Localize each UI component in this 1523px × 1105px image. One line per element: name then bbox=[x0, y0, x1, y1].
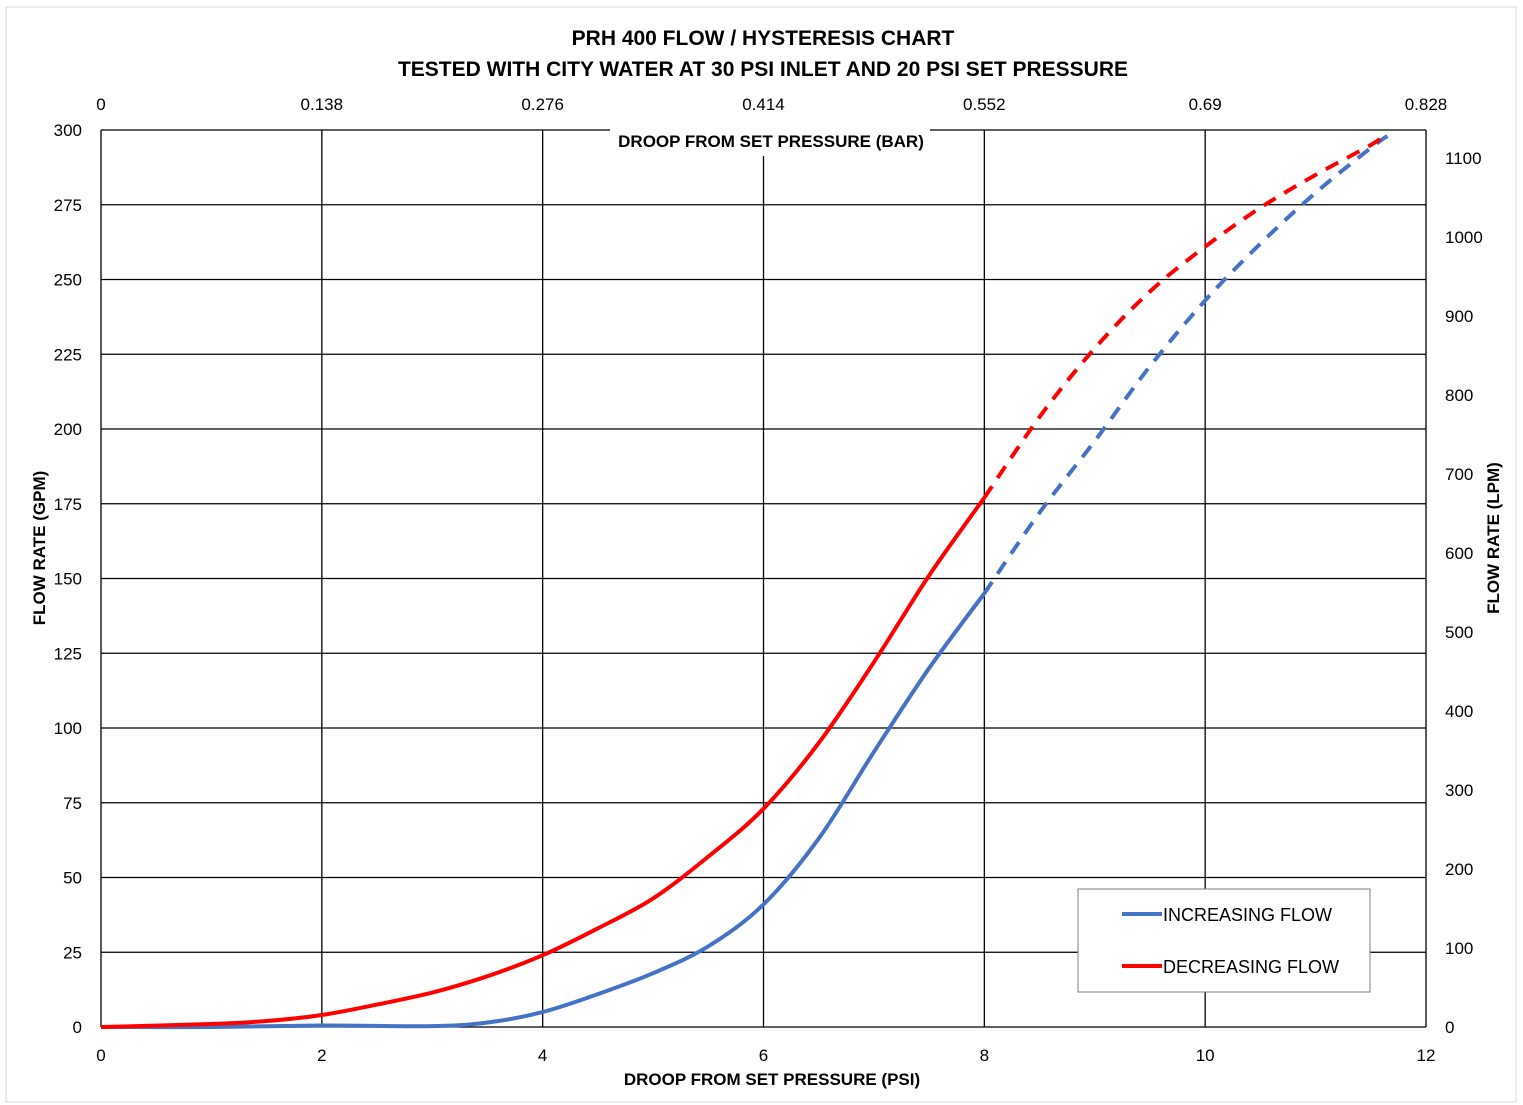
legend-label-increasing-flow: INCREASING FLOW bbox=[1163, 905, 1332, 925]
chart-title: PRH 400 FLOW / HYSTERESIS CHART bbox=[572, 27, 955, 50]
y-tick-label-0: 0 bbox=[73, 1018, 82, 1037]
y-tick-label-2: 50 bbox=[63, 869, 82, 888]
legend-box bbox=[1077, 888, 1371, 993]
y-tick-label-9: 225 bbox=[54, 345, 82, 364]
x-tick-label-1: 2 bbox=[317, 1046, 326, 1065]
y2-tick-label-8: 800 bbox=[1445, 386, 1473, 405]
legend: INCREASING FLOW DECREASING FLOW bbox=[1077, 888, 1371, 993]
x-tick-label-4: 8 bbox=[980, 1046, 989, 1065]
y2-tick-label-6: 600 bbox=[1445, 544, 1473, 563]
y-axis-label: FLOW RATE (GPM) bbox=[30, 471, 49, 626]
y-tick-label-4: 100 bbox=[54, 719, 82, 738]
y-tick-label-8: 200 bbox=[54, 420, 82, 439]
y2-tick-label-11: 1100 bbox=[1445, 149, 1482, 168]
tick-labels: 0 2 4 6 8 10 12 0 0.138 0.276 0.414 0.552 0.69 0.828 0… bbox=[54, 95, 1483, 1065]
x2-tick-label-6: 0.828 bbox=[1405, 95, 1448, 114]
x2-tick-label-4: 0.552 bbox=[963, 95, 1006, 114]
y2-tick-label-10: 1000 bbox=[1445, 228, 1483, 247]
y-tick-label-3: 75 bbox=[63, 794, 82, 813]
y-tick-label-10: 250 bbox=[54, 271, 82, 290]
y-tick-label-6: 150 bbox=[54, 570, 82, 589]
x2-axis-label: DROOP FROM SET PRESSURE (BAR) bbox=[618, 132, 924, 151]
y2-tick-label-7: 700 bbox=[1445, 465, 1473, 484]
y-tick-label-1: 25 bbox=[63, 943, 82, 962]
x2-tick-label-5: 0.69 bbox=[1189, 95, 1222, 114]
x-tick-label-6: 12 bbox=[1417, 1046, 1436, 1065]
y-tick-label-11: 275 bbox=[54, 196, 82, 215]
x-axis-label: DROOP FROM SET PRESSURE (PSI) bbox=[624, 1070, 920, 1089]
y-tick-label-5: 125 bbox=[54, 644, 82, 663]
x2-tick-label-1: 0.138 bbox=[301, 95, 344, 114]
y2-tick-label-0: 0 bbox=[1445, 1018, 1454, 1037]
x2-tick-label-3: 0.414 bbox=[742, 95, 785, 114]
series-line-decreasing-flow-measured bbox=[100, 496, 986, 1029]
series-lines bbox=[100, 131, 1389, 1030]
y-tick-label-7: 175 bbox=[54, 495, 82, 514]
series-line-decreasing-flow-extrapolated bbox=[982, 131, 1389, 499]
series-line-increasing-flow-measured bbox=[100, 592, 986, 1030]
x2-axis-label-background bbox=[610, 126, 930, 156]
y2-tick-label-4: 400 bbox=[1445, 702, 1473, 721]
y2-tick-label-1: 100 bbox=[1445, 939, 1473, 958]
x2-tick-label-0: 0 bbox=[96, 95, 105, 114]
y2-tick-label-5: 500 bbox=[1445, 623, 1473, 642]
x-tick-label-0: 0 bbox=[96, 1046, 105, 1065]
x-tick-label-3: 6 bbox=[759, 1046, 768, 1065]
y2-tick-label-9: 900 bbox=[1445, 307, 1473, 326]
legend-label-decreasing-flow: DECREASING FLOW bbox=[1163, 957, 1339, 977]
chart-subtitle: TESTED WITH CITY WATER AT 30 PSI INLET A… bbox=[398, 58, 1128, 81]
grid-lines bbox=[100, 129, 1427, 1028]
y2-axis-label: FLOW RATE (LPM) bbox=[1484, 462, 1503, 614]
series-line-increasing-flow-extrapolated bbox=[982, 134, 1389, 595]
y2-tick-label-3: 300 bbox=[1445, 781, 1473, 800]
x-tick-label-2: 4 bbox=[538, 1046, 547, 1065]
x2-tick-label-2: 0.276 bbox=[521, 95, 564, 114]
y2-tick-label-2: 200 bbox=[1445, 860, 1473, 879]
x-tick-label-5: 10 bbox=[1196, 1046, 1215, 1065]
y-tick-label-12: 300 bbox=[54, 121, 82, 140]
